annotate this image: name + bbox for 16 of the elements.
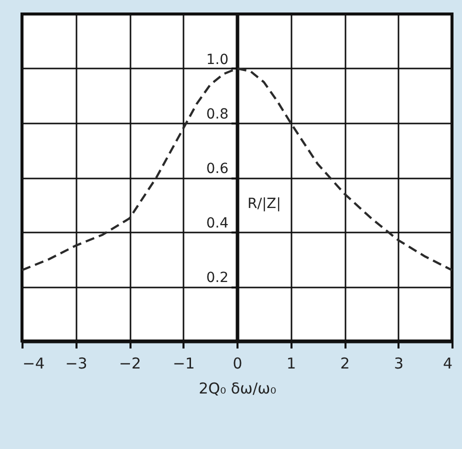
x-tick-label: −1 (172, 354, 195, 372)
x-tick-label: 2 (340, 354, 350, 372)
y-tick-label: 0.4 (206, 216, 229, 232)
y-tick-label: 0.8 (206, 106, 228, 122)
x-tick-label: 3 (394, 354, 404, 372)
x-tick-label: 0 (232, 354, 242, 372)
x-tick-label: −2 (118, 354, 142, 372)
y-tick-label: 0.2 (206, 270, 228, 286)
x-tick-label: 4 (442, 354, 452, 372)
x-axis-title: 2Q₀ δω/ω₀ (198, 380, 276, 398)
y-axis-title: R/|Z| (248, 196, 281, 212)
y-tick-label: 0.6 (206, 161, 229, 177)
x-tick-label: 1 (286, 354, 296, 372)
x-tick-label: −4 (22, 354, 45, 372)
y-tick-label: 1.0 (206, 52, 228, 68)
x-tick-label: −3 (65, 354, 88, 372)
